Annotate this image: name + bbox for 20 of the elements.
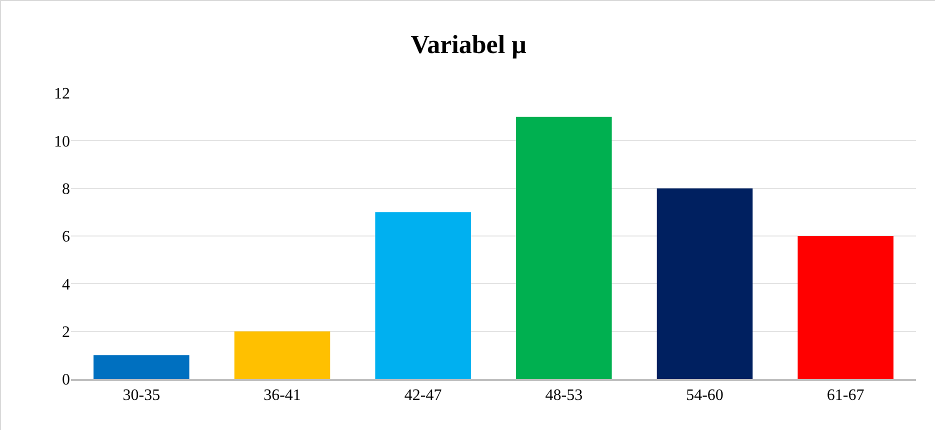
bar: [656, 188, 753, 379]
y-tick-label: 6: [62, 228, 70, 246]
y-tick-label: 8: [62, 180, 70, 198]
chart-title: Variabel μ: [410, 30, 527, 60]
x-tick-label: 54-60: [686, 386, 724, 404]
x-tick-label: 48-53: [545, 386, 583, 404]
y-tick-label: 4: [62, 276, 70, 294]
bar: [94, 355, 190, 379]
bar: [798, 236, 894, 379]
x-tick-label: 61-67: [826, 386, 864, 404]
bar: [375, 212, 471, 379]
x-tick-label: 36-41: [264, 386, 301, 404]
y-tick-label: 0: [62, 372, 70, 389]
bar: [234, 331, 330, 379]
y-tick-label: 10: [54, 133, 70, 150]
x-tick-label: 42-47: [404, 386, 442, 404]
bar: [516, 116, 612, 379]
y-tick-label: 12: [54, 86, 70, 103]
x-tick-label: 30-35: [122, 386, 160, 404]
y-tick-label: 2: [62, 324, 70, 341]
